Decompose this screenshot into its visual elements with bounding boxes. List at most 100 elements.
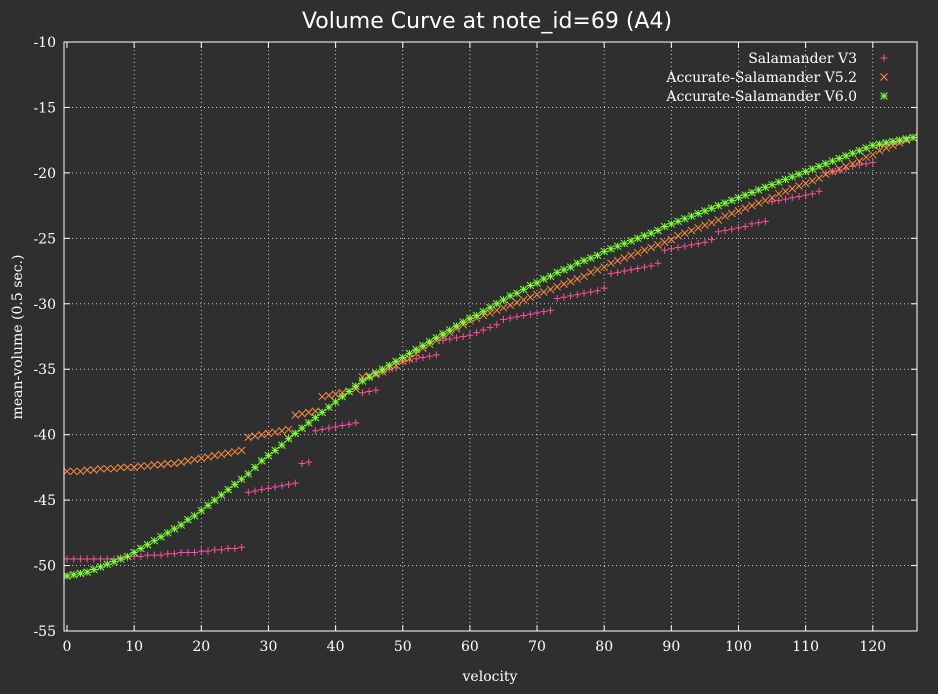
data-point	[708, 236, 716, 244]
data-point	[795, 192, 803, 200]
data-point	[667, 235, 676, 244]
data-point	[137, 462, 145, 470]
data-point	[795, 170, 803, 179]
data-point	[513, 289, 521, 298]
data-point	[123, 463, 132, 472]
data-point	[835, 165, 844, 173]
data-point	[63, 555, 71, 563]
data-point	[667, 245, 675, 253]
y-tick-label: -30	[33, 297, 56, 313]
data-point	[627, 251, 635, 260]
data-point	[96, 563, 105, 571]
data-point	[567, 292, 575, 300]
plot-frame	[63, 41, 918, 632]
data-point	[332, 423, 340, 431]
data-point	[714, 216, 723, 224]
data-point	[714, 201, 723, 210]
data-point	[526, 293, 535, 302]
data-point	[862, 160, 870, 168]
data-point	[835, 154, 844, 163]
data-point	[721, 199, 729, 207]
data-point	[170, 525, 179, 533]
data-point	[210, 451, 219, 460]
data-point	[419, 341, 427, 350]
data-point	[721, 212, 729, 220]
x-tick-label: 70	[528, 639, 546, 655]
data-point	[412, 345, 421, 354]
data-point	[204, 547, 212, 555]
data-point	[533, 309, 541, 317]
data-point	[774, 178, 783, 186]
data-point	[822, 169, 830, 177]
data-point	[828, 157, 837, 165]
data-point	[889, 137, 897, 146]
data-point	[231, 480, 239, 489]
data-point	[164, 550, 172, 558]
data-point	[170, 459, 179, 468]
data-point	[808, 176, 817, 185]
data-point	[351, 382, 360, 391]
data-point	[754, 199, 763, 207]
data-point	[439, 330, 447, 338]
data-point	[607, 259, 615, 268]
data-point	[224, 449, 233, 457]
data-point	[788, 172, 797, 181]
data-point	[654, 226, 662, 235]
data-point	[768, 180, 776, 189]
data-point	[170, 550, 178, 558]
data-point	[372, 386, 380, 394]
data-point	[613, 242, 622, 251]
data-point	[546, 285, 555, 294]
data-point	[291, 429, 300, 438]
data-point	[633, 234, 642, 243]
data-point	[573, 291, 581, 299]
x-tick-label: 10	[125, 639, 143, 655]
data-point	[264, 429, 273, 438]
data-point	[452, 322, 461, 330]
data-point	[486, 303, 494, 312]
data-point	[519, 295, 528, 304]
data-point	[687, 241, 695, 249]
data-point	[660, 222, 669, 231]
data-point	[788, 194, 796, 202]
data-point	[479, 326, 487, 334]
data-point	[217, 491, 226, 499]
data-point	[768, 198, 776, 206]
x-tick-label: 0	[63, 639, 72, 655]
data-point	[103, 560, 112, 569]
data-point	[237, 475, 246, 484]
data-point	[365, 387, 373, 395]
data-point	[520, 312, 528, 320]
data-point	[452, 334, 460, 342]
data-point	[580, 256, 588, 265]
data-point	[580, 289, 588, 297]
data-point	[802, 191, 810, 199]
y-tick-label: -45	[33, 493, 56, 509]
data-point	[600, 247, 609, 256]
data-point	[445, 326, 454, 334]
data-point	[372, 369, 380, 378]
data-point	[439, 336, 447, 344]
data-point	[735, 224, 742, 232]
data-point	[479, 311, 488, 320]
data-point	[116, 463, 125, 472]
data-point	[627, 237, 635, 245]
data-point	[620, 239, 629, 248]
data-point	[479, 307, 488, 316]
data-point	[492, 306, 501, 315]
data-point	[821, 170, 830, 179]
data-point	[325, 391, 333, 400]
data-point	[412, 355, 420, 363]
data-point	[190, 455, 199, 464]
x-tick-label: 80	[595, 639, 613, 655]
data-point	[486, 323, 494, 331]
data-point	[566, 263, 575, 271]
data-point	[143, 540, 152, 549]
data-point	[110, 464, 118, 473]
data-point	[177, 521, 186, 529]
data-point	[707, 218, 716, 227]
data-point	[123, 552, 132, 561]
data-point	[90, 466, 98, 474]
data-point	[647, 229, 656, 237]
y-tick-label: -40	[33, 428, 56, 444]
